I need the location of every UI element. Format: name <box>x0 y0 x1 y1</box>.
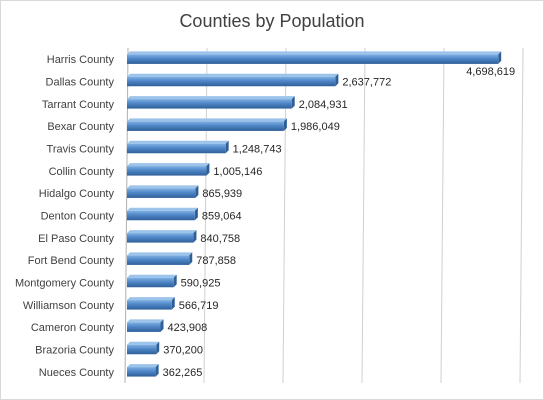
bar <box>127 140 229 154</box>
bar-front-face <box>127 322 161 332</box>
bar-side-face <box>155 364 159 377</box>
bar <box>127 163 210 176</box>
bar <box>127 96 295 109</box>
data-label: 423,908 <box>167 322 207 334</box>
data-label: 2,637,772 <box>342 77 391 89</box>
bar-side-face <box>194 207 198 221</box>
category-label: Harris County <box>47 54 115 66</box>
bar-top-face <box>127 185 199 189</box>
category-label: Denton County <box>41 211 115 223</box>
bar <box>127 274 177 288</box>
bar-side-face <box>193 230 197 243</box>
data-label: 787,858 <box>196 255 236 267</box>
data-label: 566,719 <box>179 300 219 312</box>
bar-top-face <box>127 163 210 167</box>
bar-front-face <box>127 188 196 198</box>
bar <box>127 319 164 332</box>
category-label: Travis County <box>47 144 115 156</box>
bar <box>127 364 159 377</box>
category-label: Brazoria County <box>35 345 114 357</box>
category-label: Dallas County <box>46 77 115 89</box>
data-label: 1,248,743 <box>233 144 282 156</box>
category-label: El Paso County <box>38 233 114 245</box>
bar-side-face <box>335 73 339 87</box>
bar-top-face <box>127 207 198 211</box>
bar-top-face <box>127 73 339 77</box>
bar-top-face <box>127 274 177 278</box>
bar-front-face <box>127 233 194 243</box>
category-label: Tarrant County <box>42 99 115 111</box>
bar-front-face <box>127 367 156 377</box>
data-label: 590,925 <box>181 278 221 290</box>
bar-side-face <box>156 341 160 355</box>
category-label: Hidalgo County <box>39 188 115 200</box>
bar-side-face <box>206 163 210 176</box>
bar <box>127 118 287 131</box>
bar-side-face <box>189 252 193 265</box>
bar-top-face <box>127 140 229 144</box>
bar-side-face <box>225 140 229 154</box>
bar <box>127 341 160 355</box>
bar-front-face <box>127 255 190 265</box>
data-label: 1,005,146 <box>213 166 262 178</box>
gridline <box>440 47 445 384</box>
data-label: 362,265 <box>163 367 203 379</box>
category-label: Collin County <box>49 166 115 178</box>
bar-top-face <box>127 118 287 122</box>
bar-front-face <box>127 277 174 288</box>
bar-front-face <box>127 300 172 310</box>
bar-side-face <box>171 297 175 310</box>
bar-top-face <box>127 364 159 368</box>
bar-top-face <box>127 252 193 256</box>
bar-front-face <box>127 210 195 221</box>
data-label: 4,698,619 <box>466 66 515 78</box>
data-label: 840,758 <box>200 233 240 245</box>
bar <box>127 207 198 221</box>
bar-side-face <box>195 185 199 198</box>
bar-front-face <box>127 76 336 87</box>
bar-front-face <box>127 166 207 176</box>
gridline <box>519 47 524 384</box>
bar-front-face <box>127 99 292 109</box>
category-label: Williamson County <box>23 300 115 312</box>
bar-top-face <box>127 319 164 323</box>
category-label: Fort Bend County <box>28 255 115 267</box>
bar-side-face <box>160 319 164 332</box>
bar <box>127 73 339 87</box>
bar-top-face <box>127 341 160 345</box>
category-label: Nueces County <box>39 367 115 379</box>
bar-front-face <box>127 121 284 131</box>
bar <box>127 230 197 243</box>
bar <box>127 252 193 265</box>
data-label: 1,986,049 <box>291 121 340 133</box>
gridline <box>361 47 366 384</box>
chart-title: Counties by Population <box>179 11 365 31</box>
bar-top-face <box>127 51 502 55</box>
bar-top-face <box>127 96 295 100</box>
data-label: 2,084,931 <box>299 99 348 111</box>
bar <box>127 185 199 198</box>
bar-side-face <box>498 51 502 64</box>
bar-top-face <box>127 297 175 301</box>
category-label: Bexar County <box>47 121 114 133</box>
bar-front-face <box>127 54 499 64</box>
bar <box>127 51 502 64</box>
data-label: 370,200 <box>163 345 203 357</box>
category-label: Cameron County <box>31 322 115 334</box>
bar-side-face <box>173 274 177 288</box>
category-label: Montgomery County <box>15 278 115 290</box>
bar-side-face <box>291 96 295 109</box>
bar-front-face <box>127 143 226 154</box>
bar <box>127 297 175 310</box>
data-label: 859,064 <box>202 211 242 223</box>
bar-front-face <box>127 344 157 355</box>
data-label: 865,939 <box>202 188 242 200</box>
bar-side-face <box>283 118 287 131</box>
bar-top-face <box>127 230 197 234</box>
